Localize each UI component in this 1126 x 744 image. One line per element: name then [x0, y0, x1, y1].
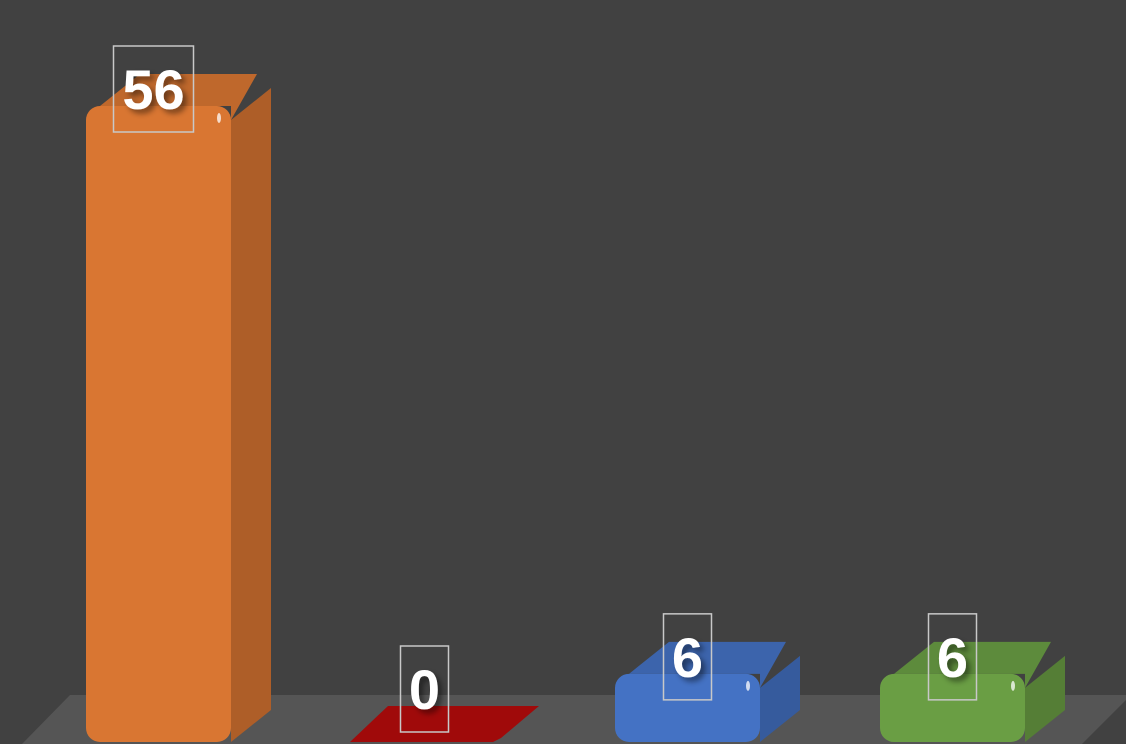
data-label-box	[399, 645, 450, 733]
bar-front-face	[615, 673, 760, 742]
chart-floor	[22, 695, 1126, 744]
bar-front-face	[880, 673, 1025, 742]
data-label-value: 6	[937, 626, 968, 689]
bar-side-face	[760, 655, 800, 742]
bar-4	[880, 641, 1065, 742]
bar-3	[615, 641, 800, 742]
bar-top-face	[629, 641, 786, 688]
data-label-value: 6	[672, 626, 703, 689]
bar-highlight	[1011, 680, 1015, 691]
data-labels-layer: 56 0 6 6	[112, 45, 978, 733]
data-label-4: 6	[927, 613, 978, 701]
bar-highlight	[746, 680, 750, 691]
bars-layer	[86, 74, 1065, 742]
bar-2	[350, 706, 539, 742]
bar-highlight	[217, 113, 221, 123]
data-label-box	[662, 613, 713, 701]
bar-flat-face	[350, 706, 539, 742]
data-label-box	[112, 45, 195, 133]
bar-top-face	[100, 74, 257, 120]
bar-front-face	[86, 106, 231, 742]
bar-1	[86, 74, 271, 742]
data-label-value: 0	[409, 658, 440, 721]
bar-side-face	[1025, 655, 1065, 742]
data-label-1: 56	[112, 45, 195, 133]
data-label-value: 56	[122, 58, 184, 121]
data-label-box	[927, 613, 978, 701]
bar-top-face	[894, 641, 1051, 688]
bar-side-face	[231, 88, 271, 742]
data-label-3: 6	[662, 613, 713, 701]
data-label-2: 0	[399, 645, 450, 733]
